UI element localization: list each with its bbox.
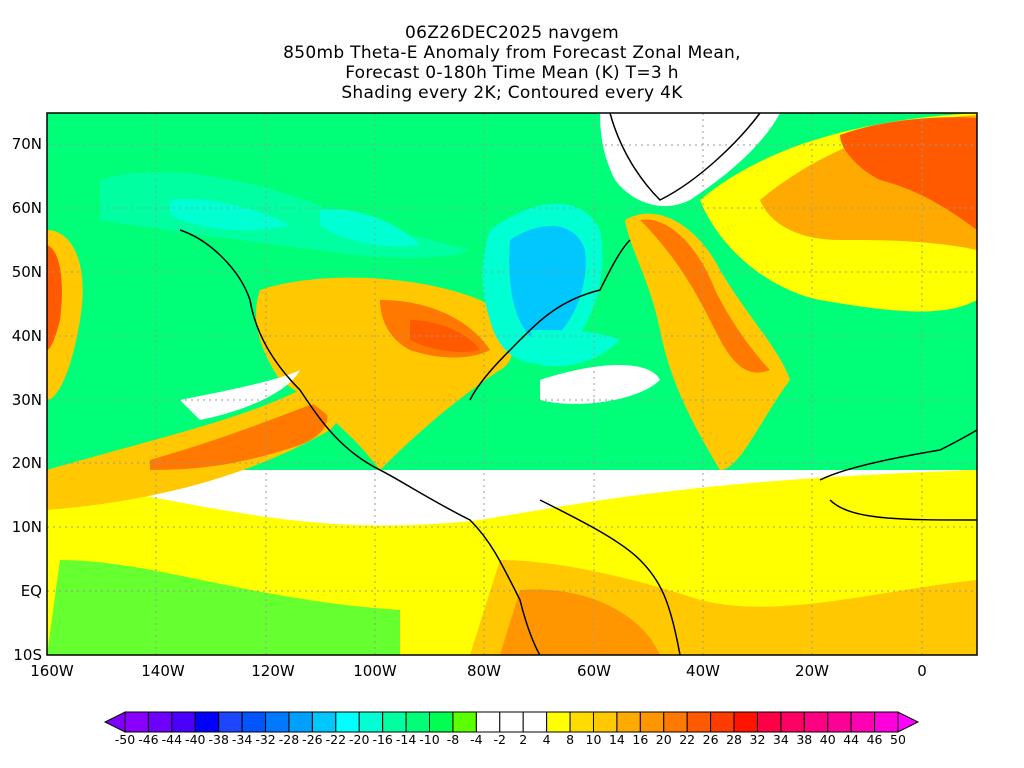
colorbar-swatch bbox=[522, 711, 548, 733]
colorbar-swatch bbox=[592, 711, 618, 733]
colorbar-tick-label: -44 bbox=[161, 732, 183, 747]
colorbar-tick-label: 4 bbox=[542, 732, 551, 747]
colorbar-tick-label: 26 bbox=[702, 732, 719, 747]
colorbar-swatch bbox=[499, 711, 524, 733]
colorbar-tick-label: 22 bbox=[679, 732, 696, 747]
colorbar-tick-label: -32 bbox=[255, 732, 276, 747]
lon-label: 40W bbox=[686, 662, 720, 680]
lat-label: 10S bbox=[13, 646, 42, 664]
lat-label: 50N bbox=[11, 263, 42, 281]
colorbar-swatch bbox=[171, 711, 196, 733]
lat-label: EQ bbox=[20, 582, 42, 600]
colorbar-swatch bbox=[475, 711, 501, 733]
colorbar-swatch bbox=[405, 711, 431, 733]
colorbar-swatch bbox=[124, 711, 149, 733]
colorbar-swatch bbox=[382, 711, 407, 733]
colorbar-swatch bbox=[710, 711, 735, 733]
lat-label: 40N bbox=[11, 327, 42, 345]
plot-frame bbox=[46, 112, 978, 656]
colorbar-tick-label: 34 bbox=[772, 732, 789, 747]
colorbar-swatch bbox=[335, 711, 360, 733]
colorbar-swatch bbox=[780, 711, 805, 733]
colorbar-tick-label: 44 bbox=[843, 732, 860, 747]
colorbar-swatch bbox=[241, 711, 267, 733]
colorbar-tick-label: -50 bbox=[114, 732, 136, 747]
colorbar-swatch bbox=[311, 711, 337, 733]
colorbar-swatch bbox=[663, 711, 688, 733]
colorbar-tick-label: -38 bbox=[208, 732, 229, 747]
colorbar-swatch bbox=[265, 711, 290, 733]
lon-label: 160W bbox=[30, 662, 74, 680]
lon-label: 60W bbox=[577, 662, 611, 680]
colorbar-tick-label: 38 bbox=[796, 732, 813, 747]
title-line-1: 06Z26DEC2025 navgem bbox=[404, 23, 620, 43]
colorbar-tick-label: -46 bbox=[138, 732, 159, 747]
lat-label: 60N bbox=[11, 199, 42, 217]
lon-label: 140W bbox=[141, 662, 185, 680]
colorbar-swatch bbox=[874, 711, 899, 733]
title-line-4: Shading every 2K; Contoured every 4K bbox=[341, 83, 683, 103]
colorbar-tick-label: -22 bbox=[325, 732, 347, 747]
colorbar-swatch bbox=[850, 711, 876, 733]
title-line-3: Forecast 0-180h Time Mean (K) T=3 h bbox=[345, 63, 679, 83]
colorbar-swatch bbox=[546, 711, 571, 733]
colorbar-tick-label: 46 bbox=[866, 732, 883, 747]
colorbar-tick-label: 16 bbox=[632, 732, 649, 747]
colorbar-tick-label: 40 bbox=[819, 732, 836, 747]
colorbar-swatch bbox=[616, 711, 641, 733]
colorbar-tick-label: -14 bbox=[395, 732, 417, 747]
colorbar-swatch bbox=[218, 711, 243, 733]
lat-label: 20N bbox=[11, 454, 42, 472]
colorbar-swatch bbox=[147, 711, 173, 733]
colorbar-under-arrow bbox=[103, 711, 126, 733]
colorbar-tick-label: 10 bbox=[585, 732, 602, 747]
colorbar-tick-label: -10 bbox=[419, 732, 440, 747]
lon-label: 80W bbox=[467, 662, 501, 680]
colorbar-tick-label: -34 bbox=[231, 732, 253, 747]
colorbar-over-arrow bbox=[897, 711, 920, 733]
colorbar-tick-label: -8 bbox=[446, 732, 460, 747]
lat-label: 30N bbox=[11, 391, 42, 409]
colorbar-tick-label: -26 bbox=[302, 732, 323, 747]
colorbar-swatch bbox=[827, 711, 852, 733]
colorbar-swatch bbox=[452, 711, 477, 733]
colorbar-swatch bbox=[194, 711, 220, 733]
title-line-2: 850mb Theta-E Anomaly from Forecast Zona… bbox=[283, 43, 741, 63]
colorbar-tick-label: 14 bbox=[608, 732, 625, 747]
colorbar-tick-label: 28 bbox=[726, 732, 742, 747]
colorbar-swatch bbox=[639, 711, 665, 733]
lon-label: 20W bbox=[795, 662, 829, 680]
colorbar-tick-label: -40 bbox=[185, 732, 206, 747]
colorbar-tick-label: 2 bbox=[519, 732, 528, 747]
colorbar-swatch bbox=[686, 711, 712, 733]
colorbar-tick-label: 50 bbox=[890, 732, 906, 747]
colorbar-swatch bbox=[733, 711, 758, 733]
colorbar-tick-label: -16 bbox=[372, 732, 393, 747]
colorbar-tick-label: -28 bbox=[278, 732, 300, 747]
coastlines bbox=[179, 112, 978, 656]
colorbar-swatch bbox=[756, 711, 782, 733]
map-shading bbox=[47, 113, 977, 655]
colorbar-tick-label: 8 bbox=[566, 732, 575, 747]
colorbar-tick-label: -20 bbox=[349, 732, 370, 747]
gridlines bbox=[47, 113, 977, 655]
colorbar-tick-label: 20 bbox=[655, 732, 672, 747]
colorbar-swatch bbox=[288, 711, 313, 733]
lat-label: 10N bbox=[11, 518, 42, 536]
colorbar-tick-label: -4 bbox=[470, 732, 483, 747]
lon-label: 100W bbox=[353, 662, 397, 680]
lon-label: 120W bbox=[251, 662, 295, 680]
colorbar-swatch bbox=[803, 711, 829, 733]
colorbar-tick-label: 32 bbox=[749, 732, 766, 747]
colorbar-tick-label: -2 bbox=[493, 732, 507, 747]
lon-label: 0 bbox=[917, 662, 927, 680]
colorbar-swatch bbox=[569, 711, 594, 733]
colorbar-swatch bbox=[358, 711, 384, 733]
lat-label: 70N bbox=[11, 135, 42, 153]
colorbar-swatch bbox=[429, 711, 454, 733]
